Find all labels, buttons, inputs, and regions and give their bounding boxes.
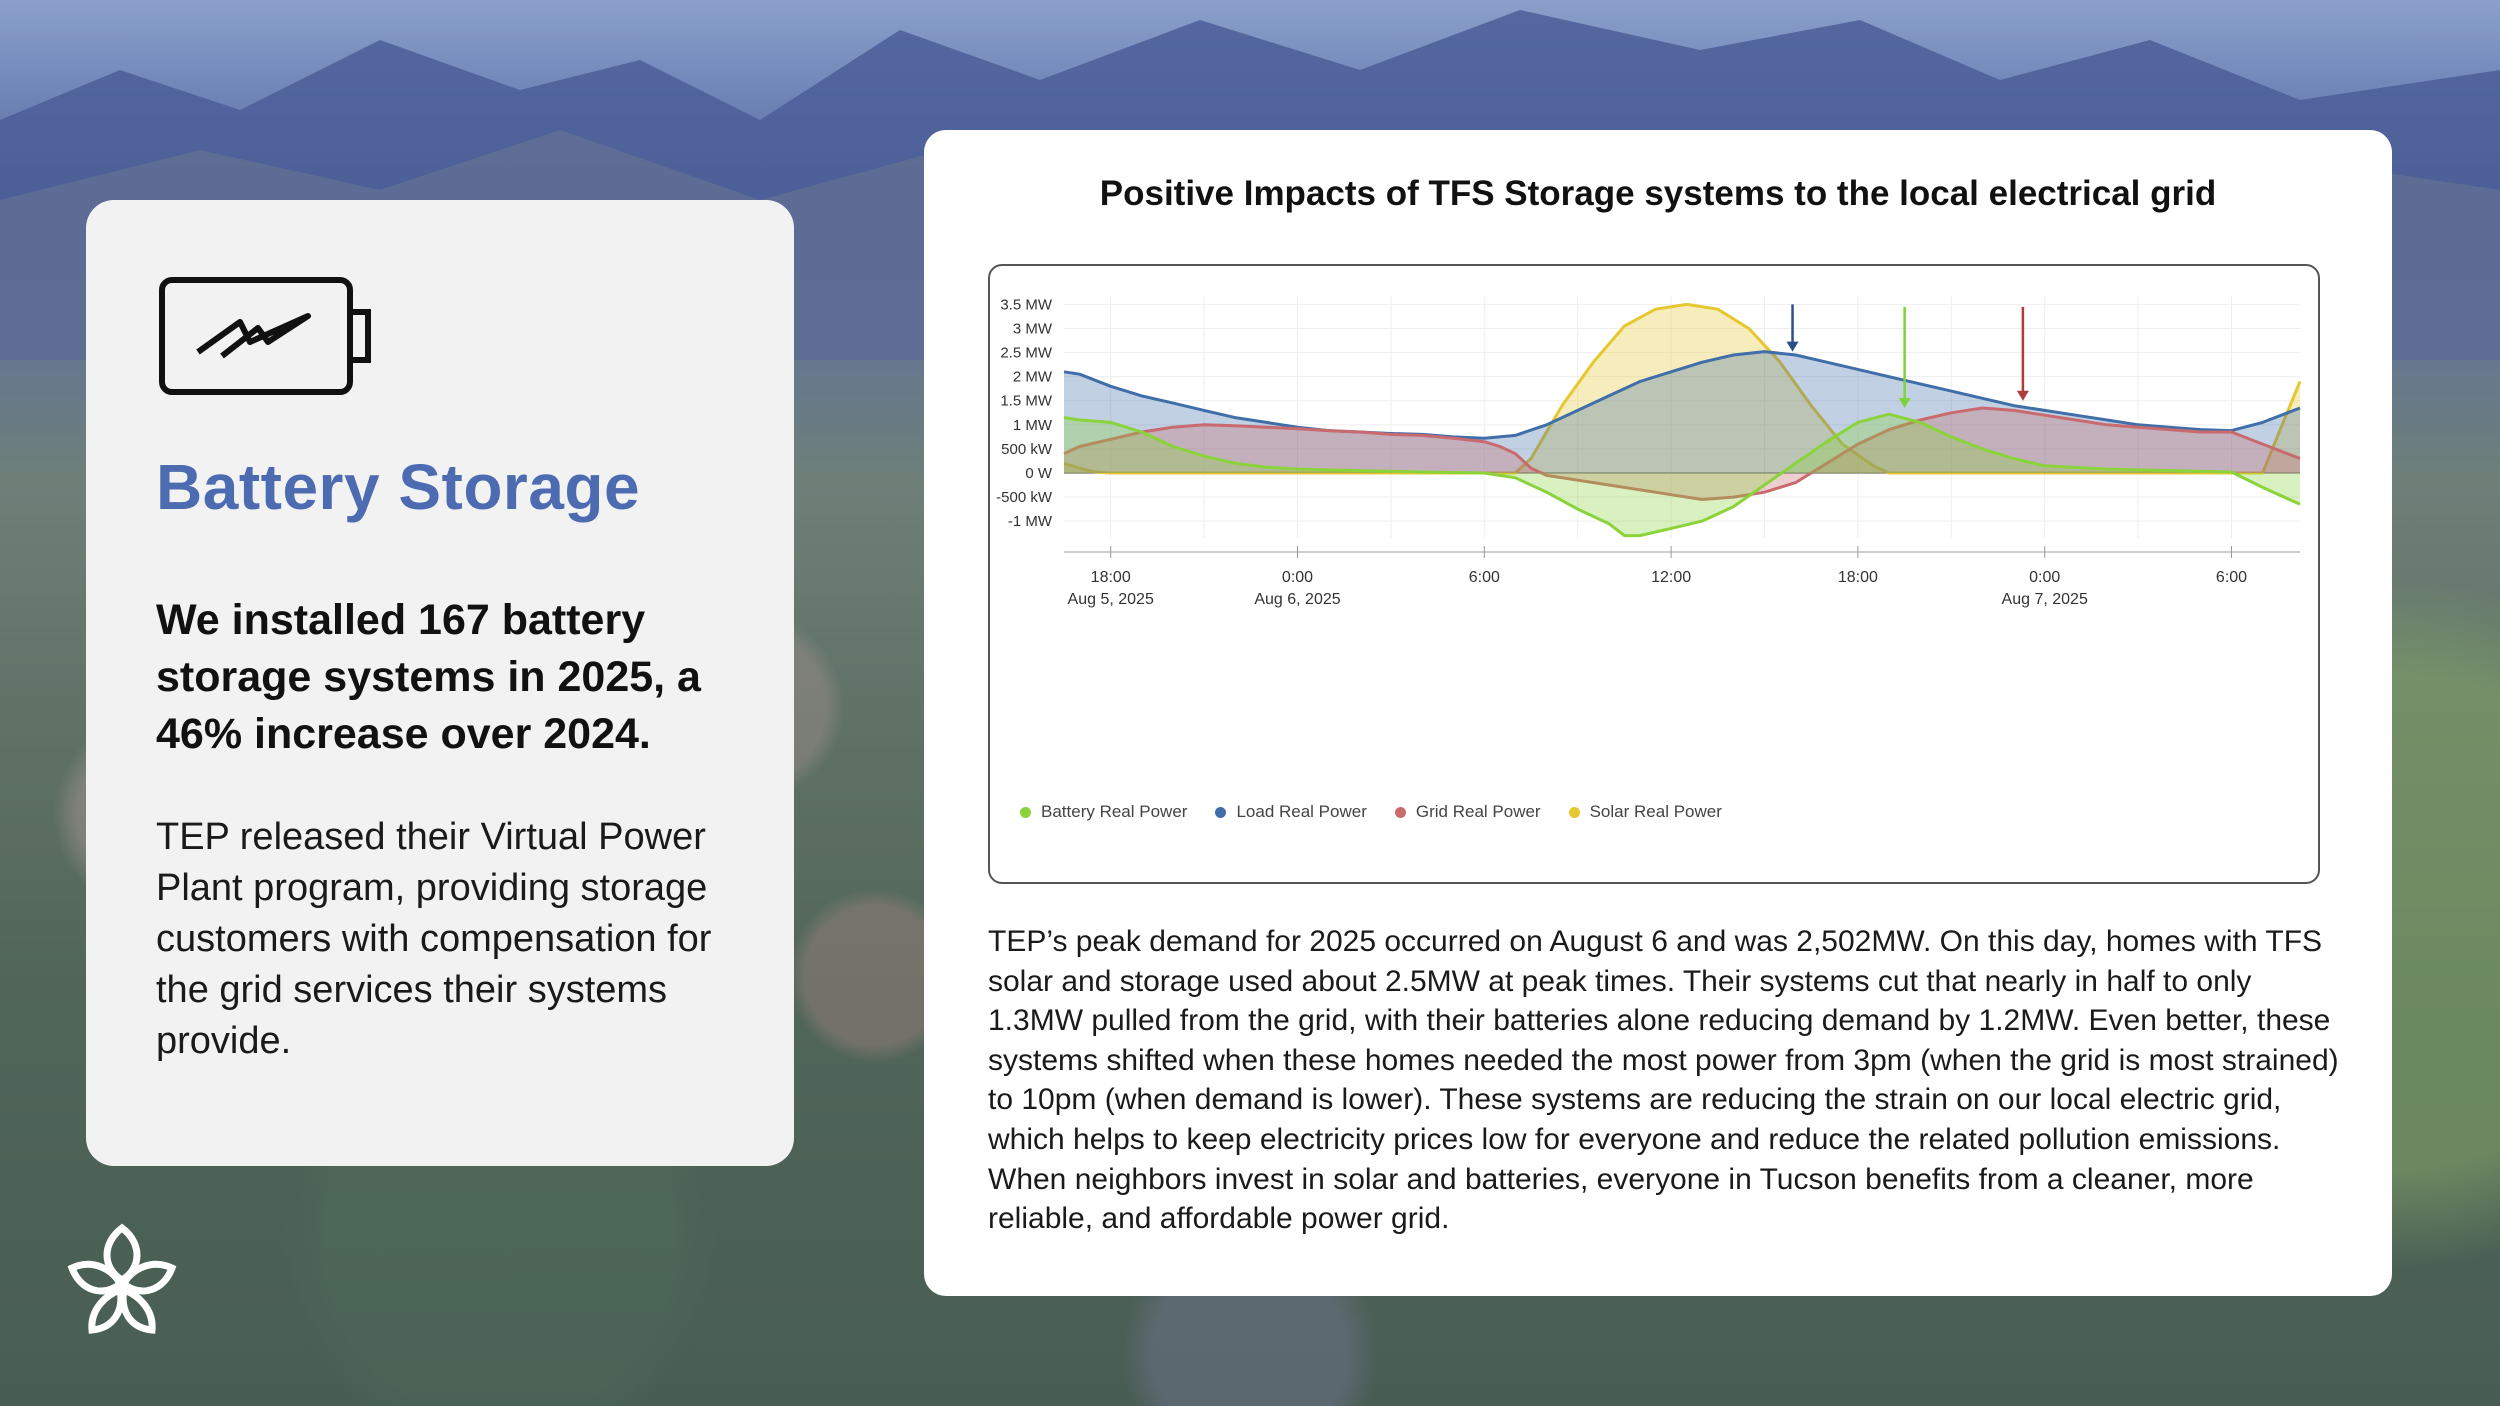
headline: We installed 167 battery storage systems… xyxy=(156,596,701,758)
load-real-power-area xyxy=(1064,351,2300,473)
chart-title: Positive Impacts of TFS Storage systems … xyxy=(1099,174,2217,213)
chart-description: TEP’s peak demand for 2025 occurred on A… xyxy=(988,925,2339,1236)
y-tick-label: 2.5 MW xyxy=(1000,345,1053,362)
x-tick-label: 0:00 xyxy=(2029,569,2060,586)
y-tick-label: 0 W xyxy=(1025,465,1053,482)
y-tick-label: 3 MW xyxy=(1013,320,1053,337)
y-tick-label: 1.5 MW xyxy=(1000,393,1053,410)
legend-label: Battery Real Power xyxy=(1041,802,1188,821)
grid-real-power-line xyxy=(1063,406,2301,501)
power-chart: 3.5 MW 3 MW 2.5 MW 2 MW 1.5 MW 1 MW 500 kW 0 W -… xyxy=(996,296,2302,608)
y-tick-label: 500 kW xyxy=(1001,441,1053,458)
legend-label: Solar Real Power xyxy=(1589,802,1722,821)
chart-card: Positive Impacts of TFS Storage systems … xyxy=(924,130,2392,1296)
legend-dot xyxy=(1394,806,1406,818)
y-tick-label: -500 kW xyxy=(996,489,1053,506)
legend-label: Load Real Power xyxy=(1236,802,1367,821)
legend-dot xyxy=(1568,806,1580,818)
annotation-arrowhead-1 xyxy=(1786,341,1799,352)
legend-item: Load Real Power xyxy=(1215,802,1367,822)
chart-frame: 3.5 MW 3 MW 2.5 MW 2 MW 1.5 MW 1 MW 500 kW 0 W -… xyxy=(988,264,2320,884)
y-tick-label: -1 MW xyxy=(1008,513,1053,530)
x-tick-sublabel: Aug 5, 2025 xyxy=(1068,591,1154,608)
chart-legend: Battery Real Power Load Real Power Grid Re… xyxy=(1020,802,1722,822)
load-real-power-line xyxy=(1063,350,2301,440)
annotation-arrowhead-3 xyxy=(2016,390,2029,401)
legend-item: Grid Real Power xyxy=(1394,802,1541,822)
solar-real-power-line xyxy=(1063,302,2302,475)
legend-dot xyxy=(1215,806,1227,818)
legend-label: Grid Real Power xyxy=(1415,802,1541,821)
section-title: Battery Storage xyxy=(156,451,641,523)
x-tick-label: 18:00 xyxy=(1838,569,1878,586)
battery-icon xyxy=(159,277,371,395)
annotation-arrowhead-2 xyxy=(1898,397,1911,408)
x-tick-sublabel: Aug 6, 2025 xyxy=(1254,591,1340,608)
battery-real-power-line xyxy=(1063,412,2301,538)
body-text: TEP released their Virtual Power Plant p… xyxy=(156,816,712,1062)
y-tick-label: 1 MW xyxy=(1013,417,1053,434)
x-tick-sublabel: Aug 7, 2025 xyxy=(2002,591,2088,608)
y-tick-label: 2 MW xyxy=(1013,369,1053,386)
battery-real-power-area xyxy=(1064,414,2300,536)
x-tick-label: 18:00 xyxy=(1091,569,1131,586)
y-tick-label: 3.5 MW xyxy=(1000,296,1053,313)
legend-item: Battery Real Power xyxy=(1020,802,1187,822)
x-tick-label: 6:00 xyxy=(2216,569,2247,586)
flower-logo-icon xyxy=(67,1223,177,1334)
x-tick-label: 12:00 xyxy=(1651,569,1691,586)
x-tick-label: 0:00 xyxy=(1282,569,1313,586)
x-tick-label: 6:00 xyxy=(1469,569,1500,586)
grid-real-power-area xyxy=(1064,408,2300,500)
legend-dot xyxy=(1020,806,1031,818)
info-card: Battery Storage We installed 167 battery… xyxy=(86,200,794,1166)
legend-item: Solar Real Power xyxy=(1568,802,1722,822)
solar-real-power-area xyxy=(1064,304,2300,473)
